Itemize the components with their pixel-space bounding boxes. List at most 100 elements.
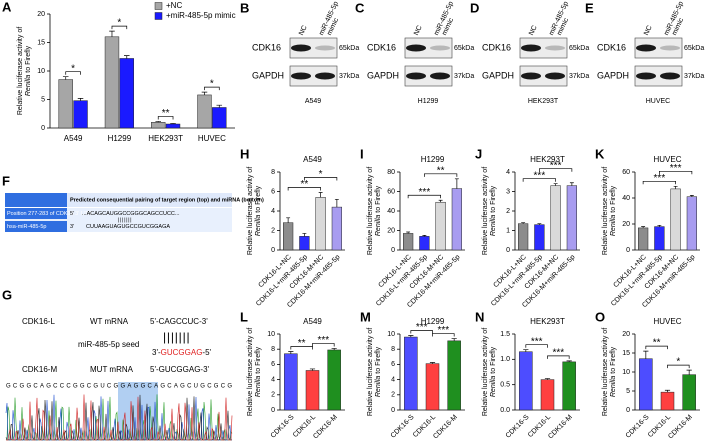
panel-letter: H: [240, 146, 249, 161]
error-bar: [454, 178, 459, 189]
x-tick-label: CDK16-M: [312, 414, 339, 441]
y-axis-label: Renilla to Firefly: [490, 346, 497, 397]
significance-bracket: [547, 355, 570, 359]
y-tick-label: 8: [271, 346, 275, 353]
protein-label: CDK16: [597, 42, 626, 52]
y-tick-label: 40: [387, 208, 395, 215]
size-label: 37kDa: [569, 73, 589, 80]
error-bar: [451, 338, 457, 341]
error-bar: [686, 369, 692, 375]
error-bar: [331, 348, 337, 350]
significance-label: ***: [550, 160, 562, 171]
x-tick-label: CDK16-S: [505, 414, 531, 440]
y-tick-label: 60: [387, 188, 395, 195]
bar: [451, 188, 462, 251]
error-bar: [216, 104, 223, 108]
y-tick-label: 6: [391, 361, 395, 368]
band: [430, 72, 450, 80]
blot: [289, 65, 338, 87]
band: [660, 45, 680, 51]
significance-label: ***: [437, 325, 449, 336]
significance-label: *: [71, 63, 75, 74]
target-name: Position 277-283 of CDK16 3' UTR: [7, 211, 92, 217]
error-bar: [566, 360, 572, 362]
bar: [331, 206, 342, 251]
error-bar: [201, 91, 208, 95]
significance-label: ***: [552, 347, 564, 358]
bar: [119, 58, 134, 129]
error-bar: [521, 222, 526, 224]
chart: M H1299 0 2 4 6 8 10 Relative luciferase activit…: [360, 309, 465, 440]
chart: O HUVEC 0 5 10 15 20 Relative luciferase activi…: [595, 309, 700, 440]
error-bar: [302, 233, 307, 237]
significance-label: **: [653, 338, 661, 349]
error-bar: [77, 98, 84, 101]
wt-name: CDK16-L: [22, 317, 55, 326]
size-label: 65kDa: [339, 45, 359, 52]
significance-bracket: [659, 170, 693, 175]
band: [521, 44, 541, 52]
band: [430, 45, 450, 51]
significance-label: ***: [317, 335, 329, 346]
y-tick-label: 15: [37, 39, 45, 46]
y-axis-label-rest: to Firefly: [610, 185, 617, 212]
table-header-cell: [67, 193, 232, 207]
x-tick-label: CDK16-M: [432, 414, 459, 441]
bar: [550, 185, 561, 251]
chart-title: HUVEC: [653, 317, 681, 326]
bar: [435, 201, 446, 251]
bar: [403, 233, 414, 251]
error-bar: [62, 76, 69, 80]
significance-label: **: [298, 338, 306, 349]
chart-title: H1299: [421, 155, 445, 164]
band: [636, 44, 656, 52]
pairing: |||||||: [163, 330, 190, 344]
panel-letter: N: [475, 309, 484, 324]
y-tick-label: 10: [622, 369, 630, 376]
y-axis-label-italic: Renilla: [255, 215, 262, 237]
error-bar: [334, 198, 339, 208]
significance-label: ***: [670, 163, 682, 174]
y-tick-label: 5: [626, 388, 630, 395]
y-tick-label: 1.0: [500, 356, 510, 363]
panel-f: F Predicted consequential pairing of tar…: [2, 173, 264, 232]
y-axis-label-rest: to Firefly: [375, 346, 382, 373]
y-tick-label: 0: [41, 125, 45, 132]
y-tick-label: 2: [391, 392, 395, 399]
band: [636, 72, 656, 80]
chart: I H1299 0 20 40 60 80 Relative luciferase activ…: [360, 146, 465, 309]
lane-label: NC: [298, 24, 309, 36]
y-axis-label-italic: Renilla: [610, 376, 617, 398]
y-axis-label: Relative luciferase activity of: [247, 328, 254, 416]
band: [291, 44, 311, 52]
seed-suffix: -5': [202, 348, 211, 357]
lane-label: NC: [413, 24, 424, 36]
chart-title: A549: [303, 155, 322, 164]
y-tick-label: 10: [37, 68, 45, 75]
mirna-seq: CUUAAGUAGUGCCGUCGGAGA: [86, 224, 170, 230]
y-tick-label: 8: [391, 346, 395, 353]
bar: [639, 358, 653, 411]
error-bar: [673, 185, 678, 189]
y-tick-label: 1.5: [500, 331, 510, 338]
y-axis-label: Relative luciferase activity of: [247, 167, 254, 255]
y-axis-label-italic: Renilla: [490, 215, 497, 237]
bar: [534, 224, 545, 251]
table-cell: [5, 208, 67, 219]
panel-letter: J: [475, 146, 482, 161]
x-tick-label: HUVEC: [198, 134, 226, 143]
blot: [519, 65, 568, 87]
table-header: Predicted consequential pairing of targe…: [70, 197, 264, 203]
y-axis-label-italic: Renilla: [375, 215, 382, 237]
y-axis-label: Renilla to Firefly: [610, 346, 617, 397]
significance-bracket: [407, 194, 441, 199]
y-axis-label: Renilla to Firefly: [610, 185, 617, 236]
panel-letter: O: [595, 309, 605, 324]
bar: [404, 336, 418, 411]
bar: [519, 351, 533, 411]
y-axis-label: Renilla to Firefly: [25, 45, 32, 96]
error-bar: [286, 217, 291, 223]
panel-letter: M: [360, 309, 371, 324]
y-axis-label-rest: to Firefly: [255, 346, 262, 373]
bar: [197, 94, 212, 129]
